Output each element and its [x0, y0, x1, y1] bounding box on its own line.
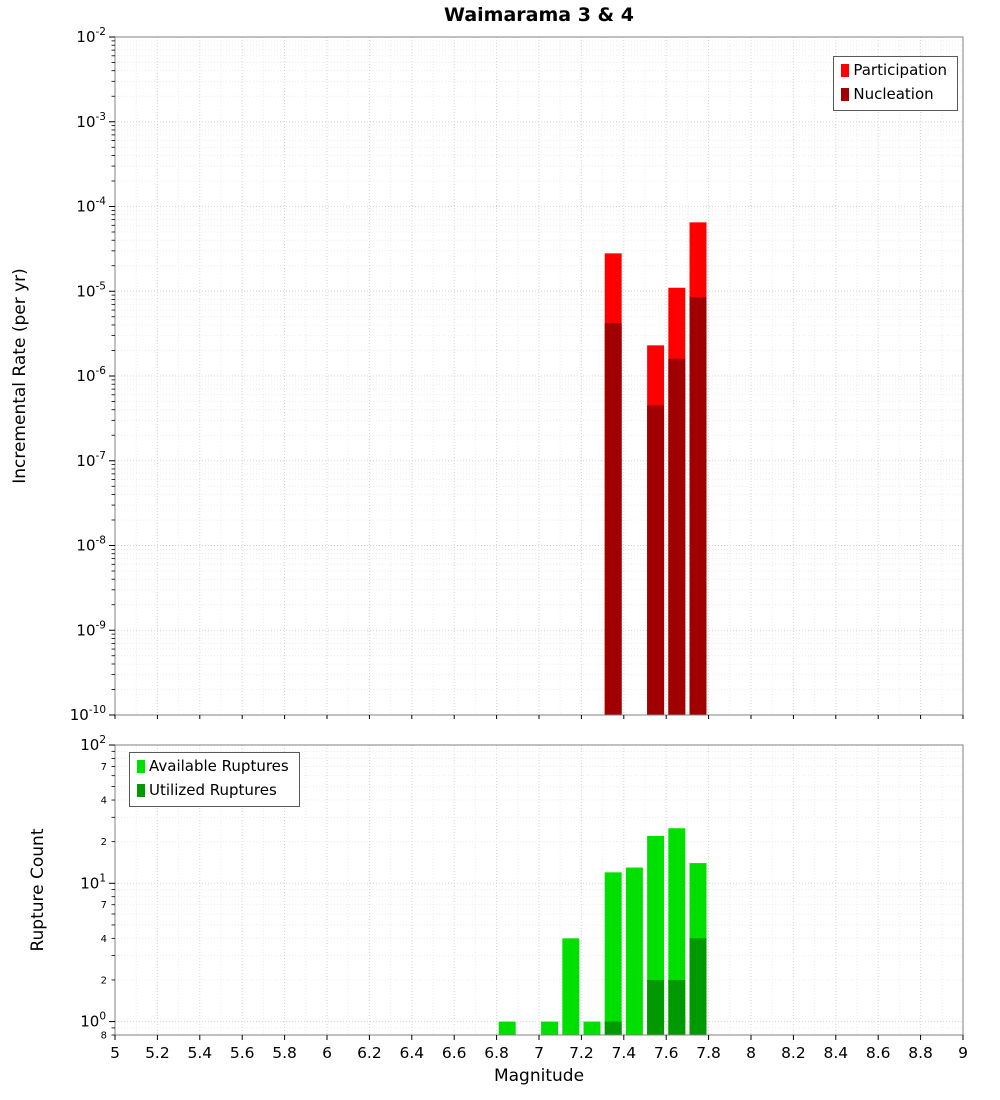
- svg-text:6: 6: [322, 1044, 332, 1062]
- svg-text:10-3: 10-3: [76, 111, 106, 131]
- chart-title: Waimarama 3 & 4: [444, 4, 634, 26]
- legend-item-nucleation: Nucleation: [841, 85, 947, 104]
- utilized-ruptures-swatch-icon: [137, 784, 145, 798]
- svg-text:8.6: 8.6: [866, 1044, 891, 1062]
- svg-text:8: 8: [746, 1044, 756, 1062]
- available-ruptures-swatch-icon: [137, 760, 145, 774]
- legend-item-available-ruptures: Available Ruptures: [137, 757, 289, 775]
- svg-text:4: 4: [101, 796, 107, 807]
- svg-text:2: 2: [101, 975, 107, 986]
- svg-text:10-6: 10-6: [76, 365, 106, 385]
- svg-text:10-10: 10-10: [70, 704, 106, 724]
- svg-text:8: 8: [101, 1031, 107, 1042]
- svg-text:10-8: 10-8: [76, 535, 106, 555]
- svg-text:7: 7: [101, 762, 107, 773]
- svg-text:10-2: 10-2: [76, 26, 106, 46]
- svg-text:6.2: 6.2: [357, 1044, 382, 1062]
- svg-text:10-9: 10-9: [76, 619, 106, 639]
- svg-text:10-5: 10-5: [76, 280, 106, 300]
- legend-label-utilized-ruptures: Utilized Ruptures: [149, 781, 277, 800]
- svg-text:7: 7: [534, 1044, 544, 1062]
- svg-text:5.8: 5.8: [272, 1044, 297, 1062]
- svg-text:6.6: 6.6: [442, 1044, 467, 1062]
- legend-label-nucleation: Nucleation: [853, 85, 934, 104]
- svg-text:7.4: 7.4: [611, 1044, 636, 1062]
- participation-swatch-icon: [841, 64, 850, 78]
- svg-text:7.6: 7.6: [654, 1044, 679, 1062]
- svg-text:8.8: 8.8: [908, 1044, 933, 1062]
- svg-text:2: 2: [101, 837, 107, 848]
- svg-text:8.4: 8.4: [823, 1044, 848, 1062]
- legend-rate-plot: Participation Nucleation: [833, 56, 958, 111]
- svg-text:6.4: 6.4: [399, 1044, 424, 1062]
- svg-text:6.8: 6.8: [484, 1044, 509, 1062]
- svg-text:7.2: 7.2: [569, 1044, 594, 1062]
- svg-text:5.2: 5.2: [145, 1044, 170, 1062]
- legend-item-utilized-ruptures: Utilized Ruptures: [137, 781, 289, 800]
- svg-text:10-4: 10-4: [76, 196, 106, 216]
- legend-label-available-ruptures: Available Ruptures: [149, 757, 289, 775]
- svg-text:101: 101: [80, 872, 106, 892]
- svg-text:8.2: 8.2: [781, 1044, 806, 1062]
- svg-text:5: 5: [110, 1044, 120, 1062]
- svg-text:102: 102: [80, 734, 106, 754]
- x-axis-label-magnitude: Magnitude: [493, 1066, 585, 1086]
- legend-item-participation: Participation: [841, 61, 947, 79]
- legend-label-participation: Participation: [853, 61, 947, 79]
- legend-count-plot: Available Ruptures Utilized Ruptures: [129, 752, 300, 807]
- svg-text:9: 9: [958, 1044, 968, 1062]
- svg-text:10-7: 10-7: [76, 450, 106, 470]
- svg-text:100: 100: [80, 1011, 106, 1031]
- svg-text:7: 7: [101, 900, 107, 911]
- svg-text:7.8: 7.8: [696, 1044, 721, 1062]
- svg-text:5.6: 5.6: [230, 1044, 255, 1062]
- svg-text:5.4: 5.4: [187, 1044, 212, 1062]
- nucleation-swatch-icon: [841, 88, 850, 102]
- svg-text:4: 4: [101, 934, 107, 945]
